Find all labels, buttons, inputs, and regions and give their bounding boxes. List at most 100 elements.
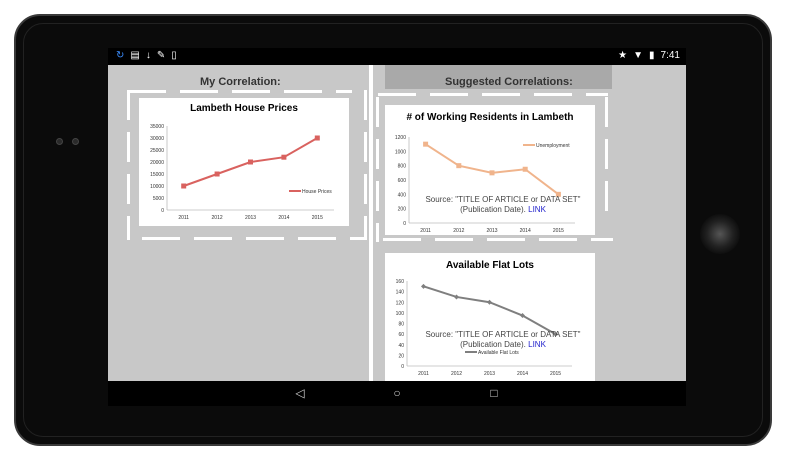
- data-point: [456, 163, 462, 169]
- source-line-1: Source: "TITLE OF ARTICLE or DATA SET": [425, 330, 581, 339]
- x-tick-label: 2015: [312, 215, 323, 221]
- my-correlation-heading: My Correlation:: [200, 76, 281, 88]
- y-tick-label: 0: [403, 221, 406, 227]
- suggest-zone-border-right: [605, 97, 608, 217]
- x-tick-label: 2013: [245, 215, 256, 221]
- working-residents-chart: 0 200 400 600 800 1000 1200 2011 2012 2013 2014 201…: [395, 135, 575, 234]
- y-tick-label: 15000: [150, 172, 164, 178]
- data-point: [214, 171, 220, 177]
- device-screen: ↻ ▤ ↓ ✎ ▯ ★ ▼ ▮ 7:41 My Correlation: Sug…: [108, 48, 686, 406]
- x-tick-label: 2012: [451, 371, 462, 377]
- x-tick-label: 2014: [278, 215, 289, 221]
- x-tick-label: 2015: [550, 371, 561, 377]
- legend-label: House Prices: [302, 189, 332, 195]
- suggest-zone-border-bottom: [383, 238, 613, 241]
- x-tick-label: 2015: [553, 228, 564, 234]
- navigation-bar: ◁ ○ □: [108, 381, 686, 406]
- home-button[interactable]: ○: [393, 386, 401, 400]
- data-point: [454, 294, 459, 300]
- download-icon: ↓: [145, 50, 151, 61]
- legend-label: Available Flat Lots: [478, 350, 519, 356]
- legend-label: Unemployment: [536, 143, 570, 149]
- x-tick-label: 2013: [486, 228, 497, 234]
- house-prices-chart: 0 5000 10000 15000 20000 25000 30000 35000 2011 2…: [150, 124, 334, 221]
- source-link[interactable]: LINK: [528, 205, 546, 214]
- twitter-icon: ✎: [156, 50, 166, 61]
- y-tick-label: 25000: [150, 148, 164, 154]
- suggested-heading-bar: [385, 65, 612, 89]
- data-point: [314, 135, 320, 141]
- status-bar: ↻ ▤ ↓ ✎ ▯ ★ ▼ ▮ 7:41: [108, 48, 686, 65]
- source-line-2: (Publication Date).: [460, 205, 526, 214]
- hardware-home-button[interactable]: [700, 214, 740, 254]
- phone-icon: ▯: [171, 50, 177, 61]
- data-point: [487, 299, 492, 305]
- clock-time: 7:41: [660, 50, 680, 61]
- y-tick-label: 0: [161, 208, 164, 214]
- series-line: [423, 285, 556, 335]
- panel-divider: [369, 65, 373, 381]
- data-point: [181, 183, 187, 189]
- recents-button[interactable]: □: [490, 386, 498, 400]
- x-tick-label: 2011: [420, 228, 431, 234]
- data-point: [553, 331, 558, 337]
- battery-icon: ▮: [649, 50, 655, 61]
- wifi-icon: ▼: [633, 50, 644, 61]
- x-tick-label: 2014: [517, 371, 528, 377]
- x-tick-label: 2011: [178, 215, 189, 221]
- y-tick-label: 400: [398, 192, 407, 198]
- y-tick-label: 120: [396, 300, 405, 306]
- suggest-zone-border-top: [378, 93, 608, 96]
- y-tick-label: 5000: [153, 196, 164, 202]
- data-point: [489, 170, 495, 176]
- y-tick-label: 140: [396, 290, 405, 296]
- y-tick-label: 40: [398, 343, 404, 349]
- chart-card-working-residents[interactable]: # of Working Residents in Lambeth 0 200 40…: [385, 105, 595, 235]
- chart-title: # of Working Residents in Lambeth: [406, 112, 574, 123]
- star-icon: ★: [618, 50, 628, 61]
- back-button[interactable]: ◁: [295, 386, 305, 400]
- suggested-correlations-heading: Suggested Correlations:: [445, 76, 573, 88]
- data-point: [520, 313, 525, 319]
- drop-zone-border-right: [364, 90, 367, 240]
- chart-card-flat-lots[interactable]: Available Flat Lots 0 20 40 60 80 100 120 140 16…: [385, 253, 595, 381]
- data-point: [423, 141, 429, 147]
- source-line-1: Source: "TITLE OF ARTICLE or DATA SET": [425, 195, 581, 204]
- y-tick-label: 35000: [150, 124, 164, 130]
- y-tick-label: 1000: [395, 149, 406, 155]
- front-camera: [72, 138, 79, 145]
- drop-zone-border-left: [127, 90, 130, 240]
- y-tick-label: 10000: [150, 184, 164, 190]
- tablet-bezel: [23, 23, 763, 437]
- y-tick-label: 0: [401, 364, 404, 370]
- drop-zone-border-top: [128, 90, 352, 93]
- chart-title: Lambeth House Prices: [190, 103, 298, 114]
- source-citation: Source: "TITLE OF ARTICLE or DATA SET" (…: [413, 195, 593, 215]
- chart-title: Available Flat Lots: [446, 260, 534, 271]
- data-point: [248, 159, 253, 165]
- series-line: [425, 143, 560, 196]
- source-line-2: (Publication Date).: [460, 340, 526, 349]
- suggest-zone-border-left: [376, 97, 379, 242]
- x-tick-label: 2013: [484, 371, 495, 377]
- y-tick-label: 1200: [395, 135, 406, 141]
- y-tick-label: 30000: [150, 136, 164, 142]
- android-icon: ▤: [130, 50, 140, 61]
- y-tick-label: 160: [396, 279, 405, 285]
- y-tick-label: 20000: [150, 160, 164, 166]
- x-tick-label: 2014: [520, 228, 531, 234]
- source-link[interactable]: LINK: [528, 340, 546, 349]
- x-tick-label: 2012: [212, 215, 223, 221]
- y-tick-label: 200: [398, 207, 407, 213]
- data-point: [555, 191, 561, 197]
- sync-icon: ↻: [116, 50, 125, 61]
- y-tick-label: 60: [398, 332, 404, 338]
- x-tick-label: 2012: [453, 228, 464, 234]
- source-citation: Source: "TITLE OF ARTICLE or DATA SET" (…: [413, 330, 593, 350]
- chart-card-house-prices[interactable]: Lambeth House Prices 0 5000 10000 15000 2000…: [139, 98, 349, 226]
- x-tick-label: 2011: [418, 371, 429, 377]
- y-tick-label: 80: [398, 322, 404, 328]
- flat-lots-chart: 0 20 40 60 80 100 120 140 160 2011 2012 2013 2014 201…: [396, 279, 572, 377]
- y-tick-label: 800: [398, 164, 407, 170]
- y-tick-label: 100: [396, 311, 405, 317]
